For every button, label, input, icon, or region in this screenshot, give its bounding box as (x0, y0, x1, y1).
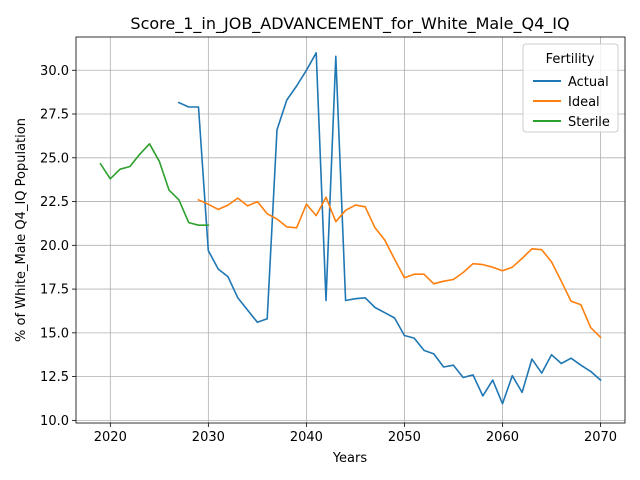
y-tick-label: 17.5 (40, 283, 69, 298)
y-tick-label: 25.0 (40, 151, 69, 166)
x-tick-label: 2050 (388, 430, 421, 445)
grid (76, 37, 625, 423)
y-axis-label: % of White_Male Q4_IQ Population (14, 118, 29, 342)
legend-label-sterile: Sterile (568, 115, 610, 130)
y-tick-label: 15.0 (40, 326, 69, 341)
y-tick-label: 10.0 (40, 414, 69, 429)
x-tick-label: 2030 (192, 430, 225, 445)
x-tick-label: 2070 (584, 430, 617, 445)
chart-title: Score_1_in_JOB_ADVANCEMENT_for_White_Mal… (130, 14, 569, 34)
plot-lines (99, 51, 602, 405)
y-tick-label: 27.5 (40, 108, 69, 123)
series-line-ideal (197, 196, 602, 339)
y-tick-label: 30.0 (40, 64, 69, 79)
series-line-actual (177, 51, 602, 405)
x-tick-label: 2060 (486, 430, 519, 445)
y-tick-label: 20.0 (40, 239, 69, 254)
legend-label-ideal: Ideal (568, 95, 600, 110)
y-tick-label: 22.5 (40, 195, 69, 210)
legend-title: Fertility (546, 52, 595, 67)
x-tick-label: 2020 (94, 430, 127, 445)
legend: Fertility Actual Ideal Sterile (522, 43, 619, 133)
legend-box (522, 43, 619, 133)
series-line-sterile (99, 143, 210, 226)
axis-ticks: 2020 2030 2040 2050 2060 2070 10.0 12.5 15.0 17.5… (40, 64, 617, 445)
x-tick-label: 2040 (290, 430, 323, 445)
axes-frame (75, 36, 626, 424)
x-axis-label: Years (332, 451, 368, 466)
legend-label-actual: Actual (568, 75, 609, 90)
y-tick-label: 12.5 (40, 370, 69, 385)
